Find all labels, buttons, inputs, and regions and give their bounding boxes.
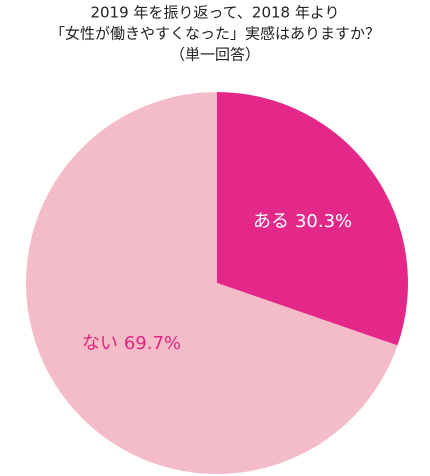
slice-label: ある 30.3% — [253, 211, 352, 232]
value-label: 30.3% — [295, 211, 352, 232]
category-label: ある — [253, 211, 289, 232]
slice-label: ない 69.7% — [82, 333, 181, 354]
value-label: 69.7% — [124, 333, 181, 354]
pie-slice — [217, 92, 408, 346]
category-label: ない — [82, 333, 118, 354]
chart-title: 「女性が働きやすくなった」実感はありますか？ — [50, 25, 380, 43]
chart-subtitle: （単一回答） — [170, 46, 260, 64]
chart-title: 2019 年を振り返って、2018 年より — [90, 4, 339, 22]
pie-slice — [25, 92, 398, 474]
